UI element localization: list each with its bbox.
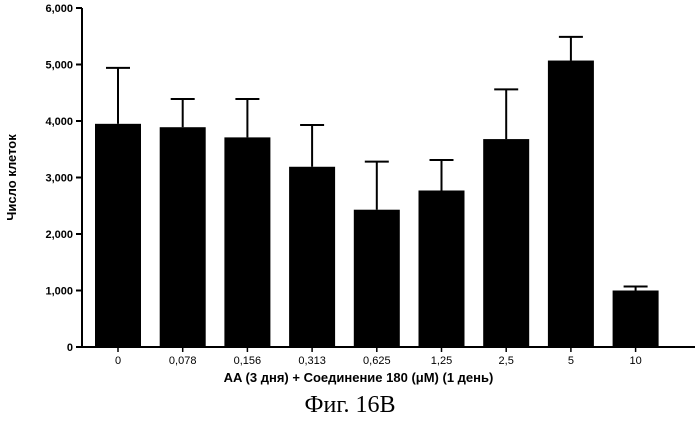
x-tick-label: 0: [115, 355, 121, 367]
y-axis-label: Число клеток: [4, 134, 19, 221]
figure-caption: Фиг. 16B: [0, 392, 700, 419]
bar: [289, 167, 335, 347]
bar: [95, 124, 141, 347]
y-tick-label: 6,000: [45, 3, 73, 15]
y-tick-label: 2,000: [45, 229, 73, 241]
y-tick-label: 4,000: [45, 116, 73, 128]
y-tick-label: 5,000: [45, 60, 73, 72]
bar: [160, 127, 206, 347]
x-tick-label: 2,5: [499, 355, 514, 367]
x-tick-label: 10: [629, 355, 641, 367]
bar: [548, 61, 594, 347]
x-tick-label: 0,078: [169, 355, 197, 367]
y-tick-label: 3,000: [45, 173, 73, 185]
bar: [483, 139, 529, 347]
bar: [354, 210, 400, 347]
y-tick-label: 1,000: [45, 286, 73, 298]
x-tick-label: 0,313: [298, 355, 326, 367]
x-tick-label: 0,625: [363, 355, 391, 367]
y-tick-label: 0: [67, 342, 73, 354]
x-tick-label: 1,25: [431, 355, 452, 367]
bar: [613, 291, 659, 348]
x-tick-label: 0,156: [234, 355, 262, 367]
bar: [419, 190, 465, 347]
x-tick-label: 5: [568, 355, 574, 367]
bar-chart: 0 1,000 2,000 3,000 4,000 5,000 6,000 0 0,078 0,…: [0, 0, 700, 390]
bar: [224, 137, 270, 347]
x-axis-label: AA (3 дня) + Соединение 180 (μM) (1 день…: [224, 370, 494, 385]
